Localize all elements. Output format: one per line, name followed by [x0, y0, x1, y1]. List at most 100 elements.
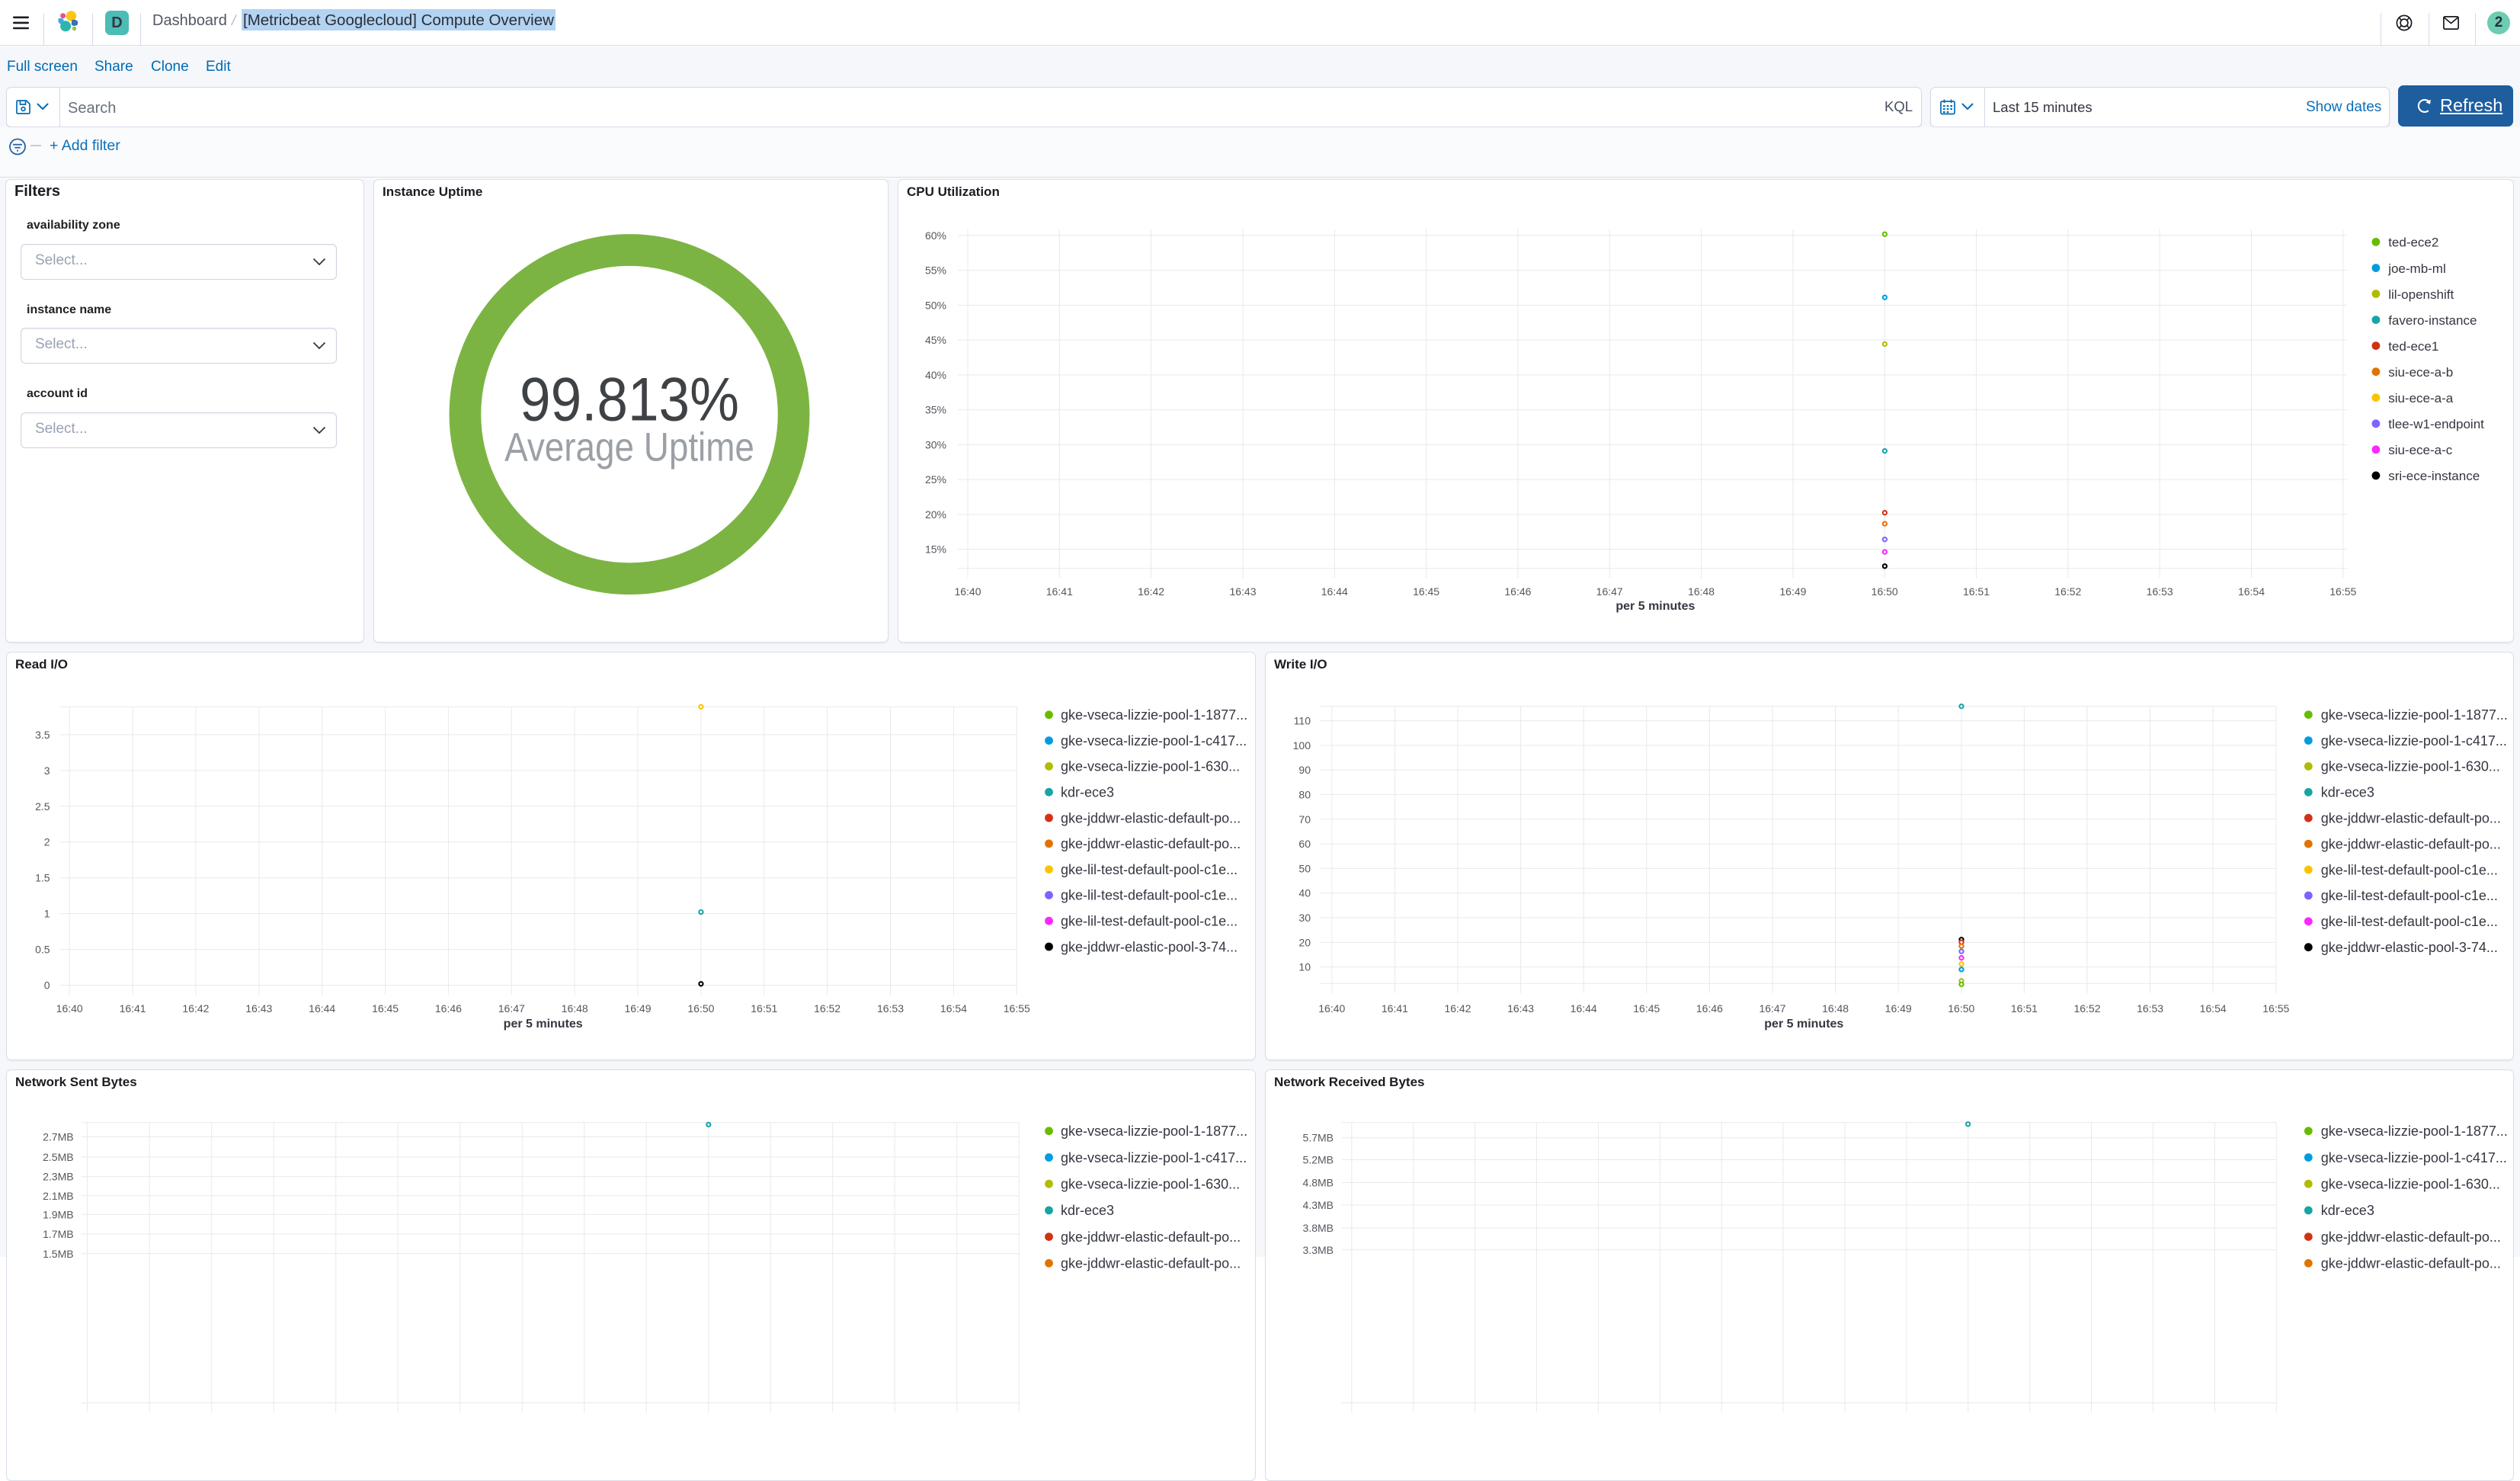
svg-text:CPU Utilization: CPU Utilization: [907, 184, 1000, 199]
svg-text:5.2MB: 5.2MB: [1303, 1154, 1334, 1166]
svg-text:16:40: 16:40: [1318, 1002, 1345, 1015]
svg-text:gke-vseca-lizzie-pool-1-630...: gke-vseca-lizzie-pool-1-630...: [2321, 1177, 2500, 1192]
svg-text:gke-jddwr-elastic-default-po..: gke-jddwr-elastic-default-po...: [1061, 836, 1241, 851]
svg-text:16:47: 16:47: [1596, 585, 1623, 598]
svg-text:16:47: 16:47: [498, 1002, 525, 1015]
svg-text:gke-jddwr-elastic-default-po..: gke-jddwr-elastic-default-po...: [1061, 1229, 1241, 1245]
svg-text:16:49: 16:49: [1885, 1002, 1912, 1015]
svg-text:16:41: 16:41: [1382, 1002, 1408, 1015]
svg-text:tlee-w1-endpoint: tlee-w1-endpoint: [2388, 417, 2484, 431]
svg-text:16:43: 16:43: [1507, 1002, 1534, 1015]
svg-text:1.7MB: 1.7MB: [43, 1228, 73, 1240]
svg-text:3.3MB: 3.3MB: [1303, 1244, 1334, 1256]
svg-text:16:54: 16:54: [2200, 1002, 2227, 1015]
svg-text:30: 30: [1298, 912, 1311, 924]
svg-text:2.3MB: 2.3MB: [43, 1171, 73, 1183]
svg-text:gke-vseca-lizzie-pool-1-630...: gke-vseca-lizzie-pool-1-630...: [1061, 1177, 1240, 1192]
svg-text:2.5: 2.5: [35, 800, 50, 813]
svg-text:per 5 minutes: per 5 minutes: [1764, 1018, 1843, 1031]
svg-text:50: 50: [1298, 862, 1311, 874]
svg-text:16:50: 16:50: [1872, 585, 1898, 598]
svg-text:16:48: 16:48: [1822, 1002, 1849, 1015]
svg-text:gke-jddwr-elastic-default-po..: gke-jddwr-elastic-default-po...: [2321, 1229, 2501, 1245]
svg-text:ted-ece2: ted-ece2: [2388, 236, 2438, 250]
svg-text:16:48: 16:48: [562, 1002, 588, 1015]
svg-text:kdr-ece3: kdr-ece3: [2321, 785, 2374, 800]
svg-text:siu-ece-a-c: siu-ece-a-c: [2388, 443, 2453, 457]
svg-text:16:46: 16:46: [435, 1002, 462, 1015]
svg-text:1.9MB: 1.9MB: [43, 1208, 73, 1220]
svg-text:16:54: 16:54: [940, 1002, 967, 1015]
svg-text:10: 10: [1298, 961, 1311, 973]
svg-text:siu-ece-a-a: siu-ece-a-a: [2388, 391, 2454, 406]
svg-text:40%: 40%: [925, 369, 946, 381]
svg-text:16:53: 16:53: [877, 1002, 904, 1015]
svg-text:55%: 55%: [925, 264, 946, 277]
svg-text:25%: 25%: [925, 473, 946, 486]
svg-text:16:54: 16:54: [2238, 585, 2265, 598]
svg-text:16:46: 16:46: [1504, 585, 1531, 598]
svg-text:16:41: 16:41: [120, 1002, 146, 1015]
svg-text:16:55: 16:55: [2329, 585, 2356, 598]
svg-text:16:50: 16:50: [687, 1002, 714, 1015]
svg-text:16:40: 16:40: [954, 585, 981, 598]
svg-text:16:44: 16:44: [309, 1002, 335, 1015]
svg-text:1.5: 1.5: [35, 872, 50, 884]
svg-text:sri-ece-instance: sri-ece-instance: [2388, 469, 2480, 483]
svg-text:16:45: 16:45: [372, 1002, 399, 1015]
svg-text:16:52: 16:52: [2054, 585, 2081, 598]
svg-text:gke-vseca-lizzie-pool-1-c417..: gke-vseca-lizzie-pool-1-c417...: [2321, 1150, 2507, 1165]
svg-text:3: 3: [44, 765, 50, 777]
svg-text:2.7MB: 2.7MB: [43, 1131, 73, 1143]
svg-text:16:46: 16:46: [1696, 1002, 1723, 1015]
svg-text:gke-lil-test-default-pool-c1e.: gke-lil-test-default-pool-c1e...: [2321, 914, 2498, 929]
svg-text:3.5: 3.5: [35, 729, 50, 741]
svg-text:gke-vseca-lizzie-pool-1-1877..: gke-vseca-lizzie-pool-1-1877...: [2321, 707, 2508, 723]
svg-text:1: 1: [44, 908, 50, 920]
svg-text:16:52: 16:52: [814, 1002, 841, 1015]
svg-text:lil-openshift: lil-openshift: [2388, 287, 2454, 302]
svg-text:16:51: 16:51: [2011, 1002, 2038, 1015]
svg-text:gke-vseca-lizzie-pool-1-c417..: gke-vseca-lizzie-pool-1-c417...: [2321, 733, 2507, 749]
svg-text:gke-vseca-lizzie-pool-1-1877..: gke-vseca-lizzie-pool-1-1877...: [2321, 1124, 2508, 1139]
svg-text:16:42: 16:42: [1444, 1002, 1471, 1015]
svg-text:35%: 35%: [925, 404, 946, 416]
svg-text:99.813%: 99.813%: [520, 366, 739, 434]
svg-text:gke-jddwr-elastic-default-po..: gke-jddwr-elastic-default-po...: [1061, 1256, 1241, 1271]
svg-text:2.1MB: 2.1MB: [43, 1190, 73, 1202]
svg-text:gke-vseca-lizzie-pool-1-c417..: gke-vseca-lizzie-pool-1-c417...: [1061, 733, 1247, 749]
svg-text:Network Received Bytes: Network Received Bytes: [1274, 1075, 1424, 1089]
svg-text:16:50: 16:50: [1948, 1002, 1974, 1015]
svg-text:gke-vseca-lizzie-pool-1-630...: gke-vseca-lizzie-pool-1-630...: [1061, 759, 1240, 774]
svg-text:gke-jddwr-elastic-default-po..: gke-jddwr-elastic-default-po...: [1061, 810, 1241, 825]
svg-text:50%: 50%: [925, 299, 946, 311]
svg-text:4.8MB: 4.8MB: [1303, 1177, 1334, 1189]
svg-text:3.8MB: 3.8MB: [1303, 1222, 1334, 1234]
svg-text:16:43: 16:43: [245, 1002, 272, 1015]
svg-text:16:40: 16:40: [56, 1002, 83, 1015]
svg-text:16:55: 16:55: [1004, 1002, 1030, 1015]
svg-text:20%: 20%: [925, 508, 946, 521]
svg-text:gke-jddwr-elastic-default-po..: gke-jddwr-elastic-default-po...: [2321, 1256, 2501, 1271]
svg-text:100: 100: [1293, 739, 1311, 752]
svg-text:gke-jddwr-elastic-pool-3-74...: gke-jddwr-elastic-pool-3-74...: [1061, 939, 1238, 954]
svg-text:gke-jddwr-elastic-pool-3-74...: gke-jddwr-elastic-pool-3-74...: [2321, 940, 2498, 955]
svg-text:1.5MB: 1.5MB: [43, 1248, 73, 1260]
svg-text:gke-vseca-lizzie-pool-1-630...: gke-vseca-lizzie-pool-1-630...: [2321, 759, 2500, 774]
svg-text:siu-ece-a-b: siu-ece-a-b: [2388, 365, 2453, 380]
svg-text:16:43: 16:43: [1229, 585, 1256, 598]
svg-text:gke-vseca-lizzie-pool-1-c417..: gke-vseca-lizzie-pool-1-c417...: [1061, 1150, 1247, 1165]
svg-text:30%: 30%: [925, 438, 946, 450]
svg-text:16:47: 16:47: [1759, 1002, 1785, 1015]
svg-text:Write I/O: Write I/O: [1274, 657, 1327, 672]
svg-text:Read I/O: Read I/O: [15, 657, 68, 672]
svg-text:5.7MB: 5.7MB: [1303, 1132, 1334, 1144]
svg-text:gke-lil-test-default-pool-c1e.: gke-lil-test-default-pool-c1e...: [2321, 888, 2498, 903]
svg-text:16:41: 16:41: [1046, 585, 1073, 598]
svg-text:16:44: 16:44: [1321, 585, 1348, 598]
svg-text:gke-vseca-lizzie-pool-1-1877..: gke-vseca-lizzie-pool-1-1877...: [1061, 707, 1247, 723]
svg-text:per 5 minutes: per 5 minutes: [1615, 600, 1695, 613]
svg-text:16:55: 16:55: [2262, 1002, 2289, 1015]
svg-text:kdr-ece3: kdr-ece3: [1061, 785, 1114, 800]
svg-text:gke-jddwr-elastic-default-po..: gke-jddwr-elastic-default-po...: [2321, 836, 2501, 851]
